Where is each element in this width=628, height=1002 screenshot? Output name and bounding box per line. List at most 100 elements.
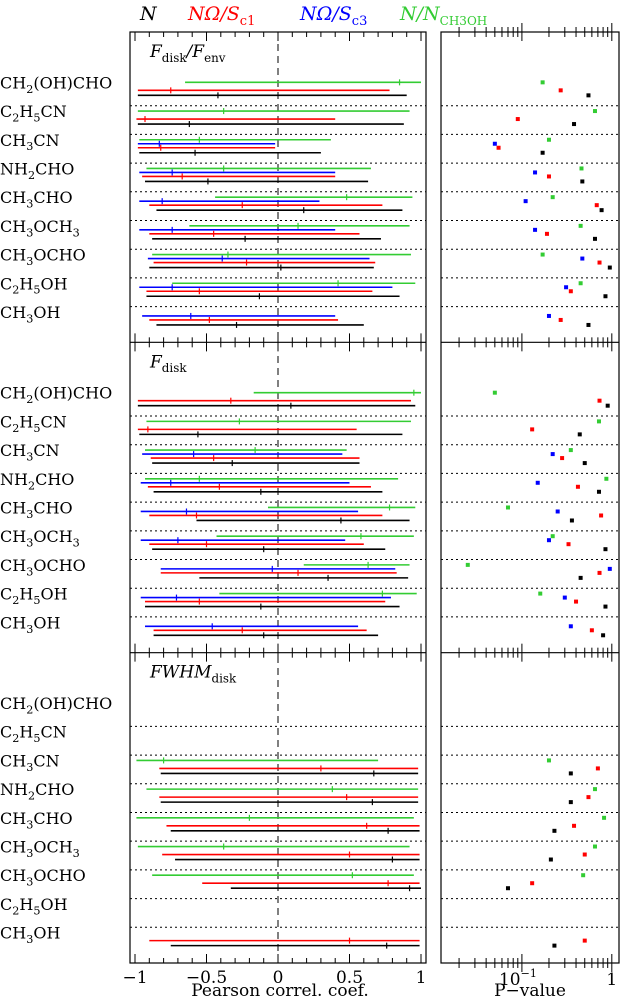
molecule-label: C2H5OH	[0, 895, 68, 917]
p-value-point-ratio	[465, 562, 470, 567]
p-value-point-N	[603, 547, 608, 552]
p-value-point-c1	[546, 174, 551, 179]
p-value-point-N	[568, 771, 573, 776]
legend-nomega-c3: NΩ/Sc3	[299, 3, 367, 29]
p-value-point-ratio	[578, 223, 583, 228]
molecule-label: CH3CHO	[0, 188, 73, 210]
p-value-point-ratio	[546, 137, 551, 142]
p-value-point-c1	[558, 88, 563, 93]
molecule-label: NH2CHO	[0, 470, 74, 492]
p-value-point-N	[599, 208, 604, 213]
p-value-point-c1	[572, 823, 577, 828]
molecule-label: CH2(OH)CHO	[0, 384, 112, 406]
p-value-point-c1	[599, 513, 604, 518]
p-value-point-N	[607, 265, 612, 270]
right-x-tick-label-1: 1	[606, 970, 617, 990]
p-value-point-c3	[523, 199, 528, 204]
p-value-point-c3	[607, 566, 612, 571]
p-value-point-c3	[535, 480, 540, 485]
p-value-point-c1	[597, 398, 602, 403]
panel-title: Fdisk/Fenv	[149, 42, 226, 65]
p-value-point-N	[586, 93, 591, 98]
p-value-point-c1	[597, 570, 602, 575]
p-value-point-c1	[515, 117, 520, 122]
p-value-point-c3	[555, 509, 560, 514]
molecule-label: C2H5OH	[0, 585, 68, 607]
p-value-point-N	[540, 150, 545, 155]
p-value-point-c1	[582, 852, 587, 857]
p-value-point-c1	[595, 766, 600, 771]
p-value-point-ratio	[550, 195, 555, 200]
p-value-point-N	[605, 403, 610, 408]
molecule-label: CH3CHO	[0, 498, 73, 520]
p-value-point-N	[568, 800, 573, 805]
molecule-label: CH3CHO	[0, 809, 73, 831]
p-value-point-N	[601, 633, 606, 638]
p-value-point-c3	[533, 170, 538, 175]
p-value-point-N	[580, 179, 585, 184]
p-value-point-ratio	[592, 787, 597, 792]
molecule-label: CH3CN	[0, 131, 60, 153]
p-value-point-ratio	[550, 534, 555, 539]
molecule-label: CH3OCHO	[0, 246, 86, 268]
molecule-label: CH3OH	[0, 303, 60, 325]
p-value-point-c3	[580, 256, 585, 261]
legend: N NΩ/Sc1 NΩ/Sc3 N/NCH3OH	[139, 3, 487, 29]
p-value-point-c1	[568, 289, 573, 294]
p-value-point-N	[578, 575, 583, 580]
p-value-point-N	[577, 432, 582, 437]
molecule-label: C2H5CN	[0, 102, 67, 124]
legend-n-ratio: N/NCH3OH	[399, 3, 487, 28]
left-x-tick-label: −0.5	[186, 968, 227, 988]
p-value-point-c1	[496, 145, 501, 150]
legend-nomega-c1: NΩ/Sc1	[187, 3, 255, 29]
p-value-point-N	[552, 828, 557, 833]
molecule-label: CH3CN	[0, 441, 60, 463]
molecule-label: C2H5OH	[0, 274, 68, 296]
p-value-point-c3	[568, 624, 573, 629]
molecule-label: CH3CN	[0, 751, 60, 773]
molecule-label: CH3OCHO	[0, 556, 86, 578]
molecule-label: CH3OCH3	[0, 527, 80, 549]
right-x-tick-label-0.1: 10−1	[499, 967, 537, 990]
p-value-point-c1	[575, 484, 580, 489]
molecule-label: C2H5CN	[0, 412, 67, 434]
p-value-point-N	[596, 489, 601, 494]
p-value-point-ratio	[540, 80, 545, 85]
left-x-tick-label: 1	[416, 968, 427, 988]
p-value-point-c3	[550, 452, 555, 457]
p-value-point-c1	[530, 427, 535, 432]
p-value-point-c3	[546, 538, 551, 543]
p-value-point-N	[505, 886, 510, 891]
p-value-point-c1	[582, 938, 587, 943]
molecule-label: CH2(OH)CHO	[0, 694, 112, 716]
p-value-point-ratio	[604, 476, 609, 481]
p-value-point-ratio	[592, 844, 597, 849]
p-value-point-ratio	[579, 166, 584, 171]
molecule-label: NH2CHO	[0, 159, 74, 181]
p-value-point-ratio	[578, 281, 583, 286]
p-value-point-c1	[566, 542, 571, 547]
p-value-point-N	[586, 322, 591, 327]
p-value-point-c3	[492, 141, 497, 146]
molecule-label: CH3OH	[0, 613, 60, 635]
p-value-point-c1	[560, 456, 565, 461]
right-xlabel: P−value	[494, 981, 566, 1001]
molecule-label: CH3OCH3	[0, 838, 80, 860]
molecule-label: CH3OH	[0, 924, 60, 946]
p-value-point-N	[548, 857, 553, 862]
p-value-point-ratio	[546, 758, 551, 763]
p-value-point-c1	[594, 203, 599, 208]
left-xlabel: Pearson correl. coef.	[191, 981, 369, 1001]
p-value-point-ratio	[596, 419, 601, 424]
molecule-label: C2H5CN	[0, 723, 67, 745]
p-value-point-c1	[558, 317, 563, 322]
p-value-point-c1	[589, 628, 594, 633]
p-value-point-c3	[546, 313, 551, 318]
right-plot-frame	[440, 31, 620, 964]
p-value-point-N	[603, 604, 608, 609]
p-value-point-c3	[533, 227, 538, 232]
molecule-label: CH3OCH3	[0, 217, 80, 239]
p-value-point-N	[572, 122, 577, 127]
p-value-point-c3	[562, 595, 567, 600]
